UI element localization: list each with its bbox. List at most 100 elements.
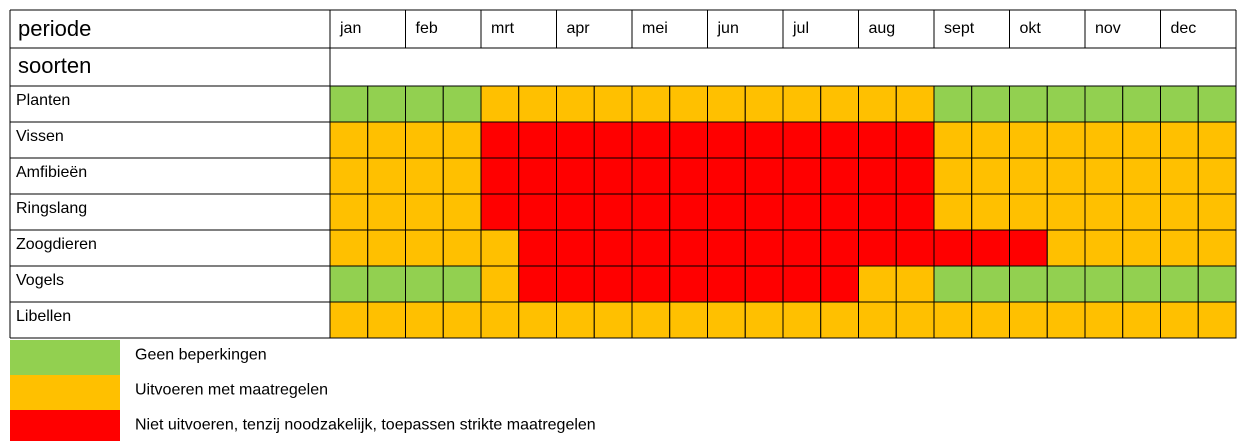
cell	[1009, 193, 1048, 231]
cell	[1009, 157, 1048, 195]
cell	[367, 85, 406, 123]
cell	[631, 265, 671, 303]
cell	[442, 121, 482, 159]
cell	[933, 157, 973, 195]
cell	[820, 193, 859, 231]
cell	[593, 265, 633, 303]
month-label: mrt	[491, 20, 515, 37]
cell	[895, 85, 935, 123]
cell	[669, 121, 708, 159]
cell	[329, 265, 369, 303]
cell	[858, 229, 897, 267]
cell	[971, 157, 1010, 195]
title: periode	[18, 16, 91, 41]
cell	[782, 193, 822, 231]
cell	[329, 121, 369, 159]
cell	[1009, 85, 1048, 123]
cell	[744, 265, 784, 303]
cell	[442, 157, 482, 195]
cell	[1160, 85, 1199, 123]
cell	[518, 265, 557, 303]
cell	[820, 301, 859, 339]
cell	[1197, 229, 1237, 267]
cell	[669, 157, 708, 195]
cell	[631, 85, 671, 123]
cell	[820, 229, 859, 267]
cell	[518, 301, 557, 339]
cell	[556, 193, 595, 231]
cell	[895, 157, 935, 195]
cell	[556, 85, 595, 123]
cell	[971, 193, 1010, 231]
row-label: Vogels	[16, 272, 64, 289]
cell	[1160, 121, 1199, 159]
cell	[933, 193, 973, 231]
cell	[367, 229, 406, 267]
cell	[1046, 121, 1086, 159]
cell	[556, 157, 595, 195]
cell	[405, 121, 444, 159]
cell	[858, 121, 897, 159]
cell	[1197, 85, 1237, 123]
cell	[480, 157, 520, 195]
cell	[480, 121, 520, 159]
cell	[556, 265, 595, 303]
cell	[933, 85, 973, 123]
cell	[1009, 265, 1048, 303]
cell	[1197, 193, 1237, 231]
month-label: okt	[1020, 20, 1042, 37]
cell	[707, 265, 746, 303]
cell	[933, 229, 973, 267]
cell	[1160, 301, 1199, 339]
legend-label: Niet uitvoeren, tenzij noodzakelijk, toe…	[135, 417, 596, 434]
cell	[1197, 265, 1237, 303]
month-label: feb	[416, 20, 438, 37]
month-label: nov	[1095, 20, 1121, 37]
cell	[631, 301, 671, 339]
cell	[593, 193, 633, 231]
cell	[518, 229, 557, 267]
cell	[782, 265, 822, 303]
cell	[593, 121, 633, 159]
cell	[1046, 265, 1086, 303]
month-label: mei	[642, 20, 668, 37]
cell	[971, 229, 1010, 267]
cell	[669, 229, 708, 267]
cell	[895, 301, 935, 339]
cell	[556, 301, 595, 339]
cell	[631, 193, 671, 231]
cell	[367, 265, 406, 303]
cell	[1046, 229, 1086, 267]
month-label: aug	[869, 20, 896, 37]
cell	[744, 229, 784, 267]
month-label: jun	[717, 20, 739, 37]
cell	[744, 85, 784, 123]
cell	[480, 265, 520, 303]
row-label: Ringslang	[16, 200, 87, 217]
cell	[442, 229, 482, 267]
cell	[895, 265, 935, 303]
cell	[367, 301, 406, 339]
cell	[1122, 265, 1161, 303]
cell	[329, 301, 369, 339]
cell	[669, 193, 708, 231]
month-label: sept	[944, 20, 975, 37]
cell	[707, 193, 746, 231]
cell	[1046, 301, 1086, 339]
cell	[1122, 193, 1161, 231]
cell	[329, 229, 369, 267]
cell	[405, 157, 444, 195]
cell	[1084, 193, 1124, 231]
cell	[669, 265, 708, 303]
cell	[933, 121, 973, 159]
month-label: jan	[339, 20, 361, 37]
cell	[820, 85, 859, 123]
cell	[971, 85, 1010, 123]
cell	[669, 301, 708, 339]
cell	[858, 193, 897, 231]
cell	[631, 121, 671, 159]
cell	[820, 157, 859, 195]
cell	[480, 229, 520, 267]
cell	[669, 85, 708, 123]
cell	[556, 121, 595, 159]
